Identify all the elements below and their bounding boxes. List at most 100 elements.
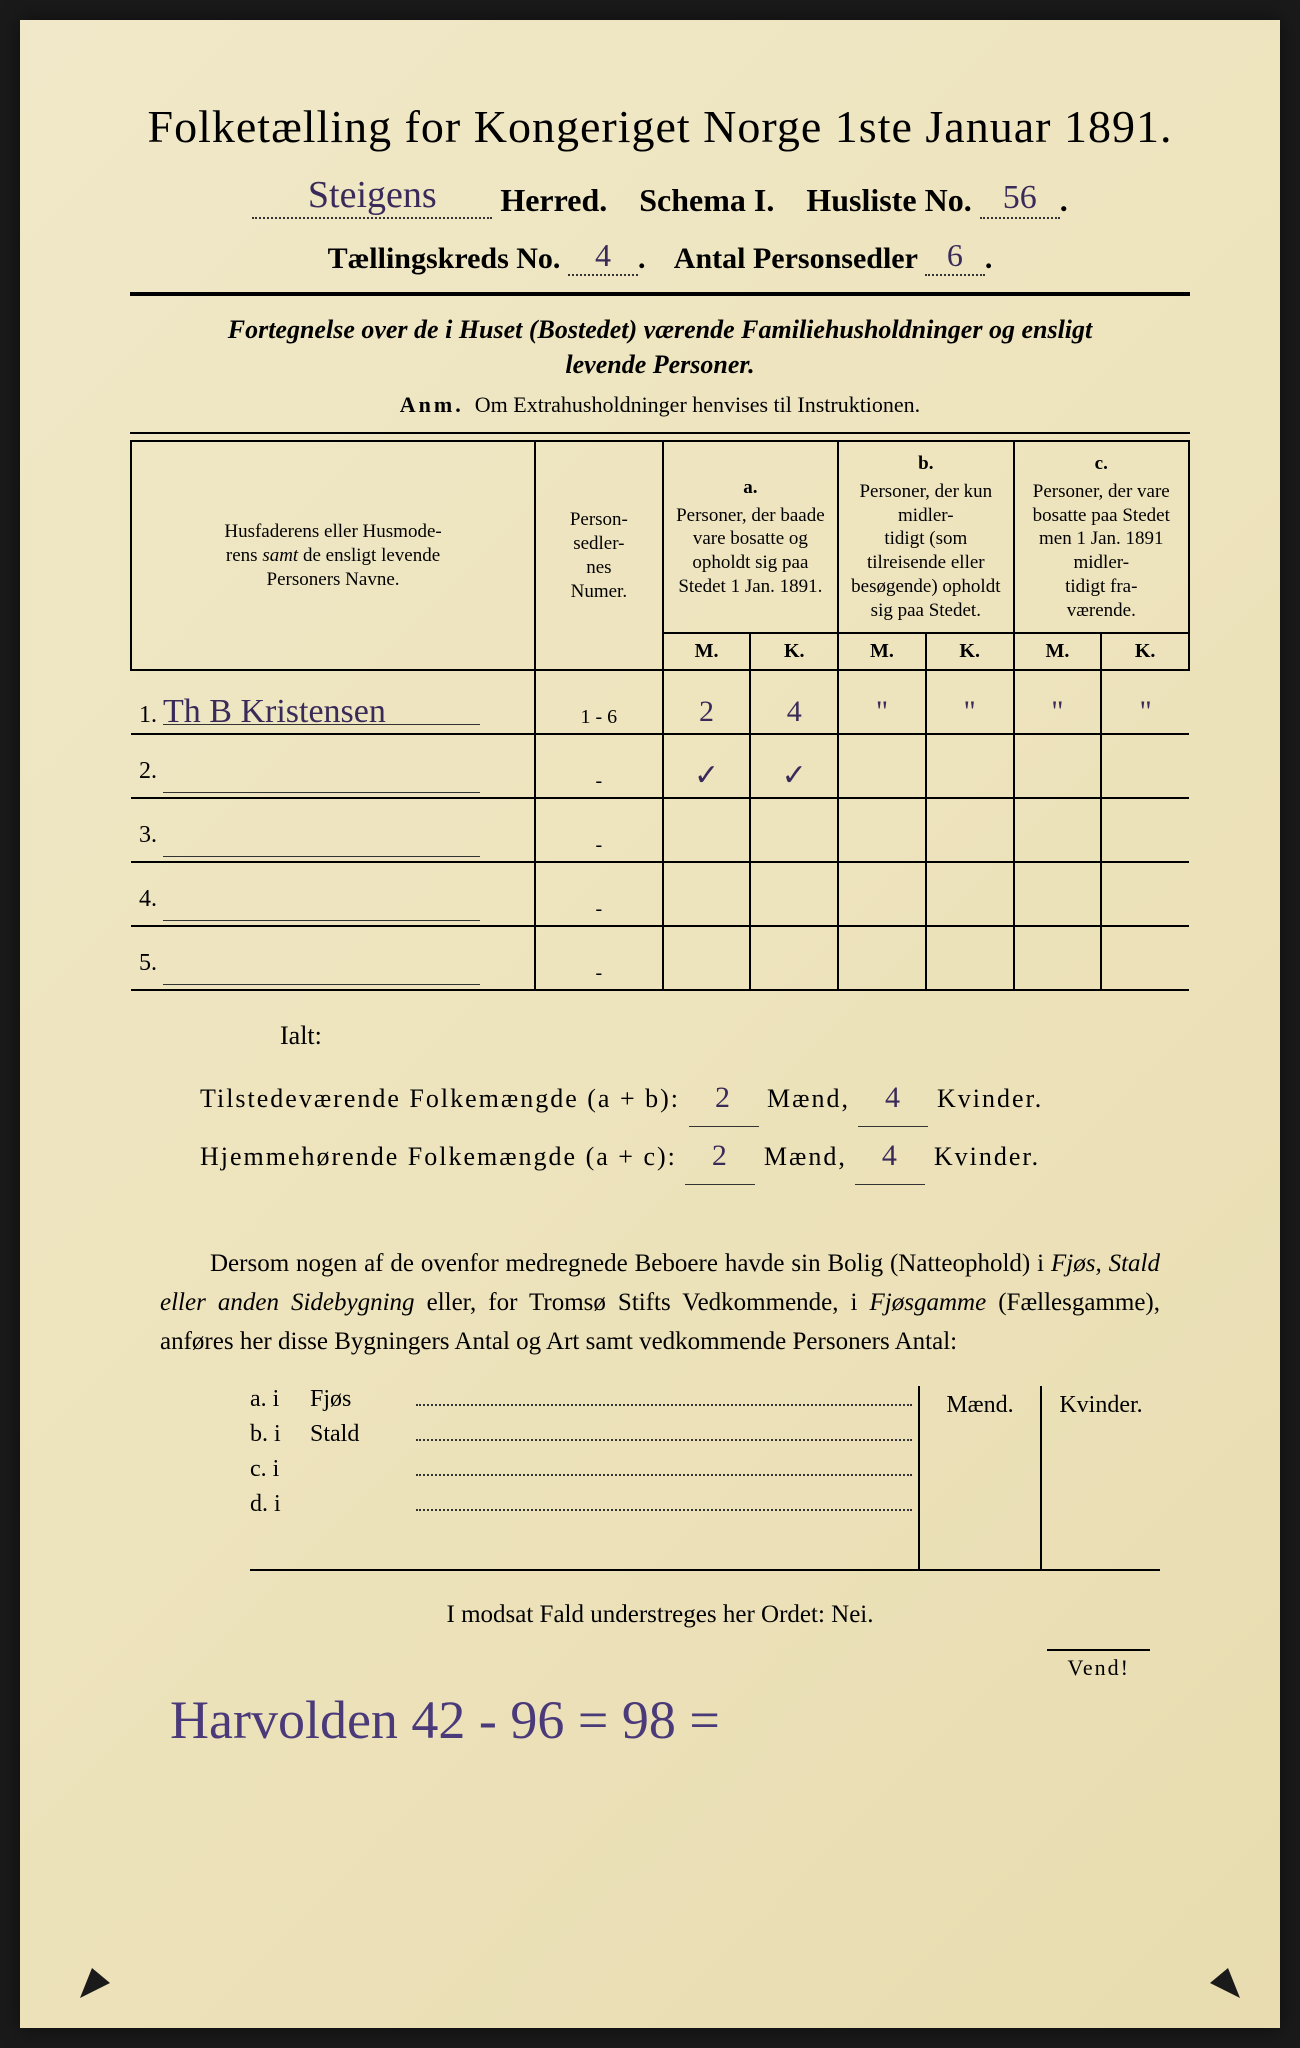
antal-label: Antal Personsedler — [674, 242, 918, 275]
header-line-3: Tællingskreds No. 4 . Antal Personsedler… — [130, 237, 1190, 276]
subtitle-line-2: levende Personer. — [565, 350, 754, 379]
herred-handwriting: Steigens — [308, 173, 437, 217]
th-a: a. Personer, der baade vare bosatte og o… — [663, 441, 838, 633]
th-a-m: M. — [663, 633, 751, 670]
table-row: 2.-✓✓ — [131, 734, 1189, 798]
cell-name: 1.Th B Kristensen — [131, 670, 535, 734]
cell-num: - — [535, 862, 663, 926]
tot2-k: 4 — [882, 1139, 899, 1172]
th-a-k: K. — [750, 633, 838, 670]
cell-a-m: ✓ — [663, 734, 751, 798]
anm-note: Anm. Om Extrahusholdninger henvises til … — [130, 392, 1190, 418]
lodging-header-m: Mænd. — [920, 1386, 1040, 1569]
rule-2 — [130, 432, 1190, 434]
cell-a-m — [663, 926, 751, 990]
kreds-hand: 4 — [595, 237, 611, 274]
lodging-row-type: Fjøs — [310, 1386, 410, 1413]
cell-a-k — [750, 862, 838, 926]
tot-maend-1: Mænd, — [767, 1084, 850, 1113]
page-title: Folketælling for Kongeriget Norge 1ste J… — [130, 100, 1190, 153]
cell-a-k: ✓ — [750, 734, 838, 798]
lodging-paragraph: Dersom nogen af de ovenfor medregnede Be… — [160, 1245, 1160, 1361]
herred-label: Herred. — [500, 182, 607, 218]
tot1-m: 2 — [715, 1081, 732, 1114]
subtitle-line-1: Fortegnelse over de i Huset (Bostedet) v… — [228, 315, 1093, 344]
cell-b-m: " — [838, 670, 926, 734]
cell-c-k — [1101, 734, 1189, 798]
schema-label: Schema I. — [639, 182, 774, 218]
dotted-fill — [416, 1458, 912, 1476]
cell-c-m — [1014, 734, 1102, 798]
cell-name: 5. — [131, 926, 535, 990]
lodging-row: c. i — [250, 1456, 918, 1483]
tot2-m: 2 — [712, 1139, 729, 1172]
table-row: 1.Th B Kristensen1 - 624"""" — [131, 670, 1189, 734]
lodging-row-label: a. i — [250, 1386, 310, 1413]
cell-a-k — [750, 926, 838, 990]
header-line-2: Steigens Herred. Schema I. Husliste No. … — [130, 173, 1190, 219]
cell-b-m — [838, 862, 926, 926]
lodging-row-label: b. i — [250, 1421, 310, 1448]
lodging-block: a. iFjøsb. iStaldc. id. i Mænd. Kvinder. — [200, 1386, 1160, 1571]
cell-b-k — [926, 734, 1014, 798]
th-b-k: K. — [926, 633, 1014, 670]
th-a-label: a. — [670, 476, 831, 500]
cell-a-m: 2 — [663, 670, 751, 734]
cell-c-k: " — [1101, 670, 1189, 734]
totals-block: Tilstedeværende Folkemængde (a + b): 2 M… — [200, 1069, 1190, 1185]
table-row: 5.- — [131, 926, 1189, 990]
tot-maend-2: Mænd, — [764, 1142, 847, 1171]
lodging-row: b. iStald — [250, 1421, 918, 1448]
cell-c-k — [1101, 926, 1189, 990]
dotted-fill — [416, 1493, 912, 1511]
totals-line-2: Hjemmehørende Folkemængde (a + c): 2 Mæn… — [200, 1127, 1190, 1185]
cell-num: 1 - 6 — [535, 670, 663, 734]
cell-name: 4. — [131, 862, 535, 926]
lodging-row: d. i — [250, 1491, 918, 1518]
dotted-fill — [416, 1423, 912, 1441]
lodging-row-type: Stald — [310, 1421, 410, 1448]
cell-num: - — [535, 798, 663, 862]
rule-1 — [130, 292, 1190, 296]
th-b: b. Personer, der kun midler-tidigt (som … — [838, 441, 1013, 633]
th-c-k: K. — [1101, 633, 1189, 670]
census-form-page: Folketælling for Kongeriget Norge 1ste J… — [20, 20, 1280, 2028]
totals-line-1: Tilstedeværende Folkemængde (a + b): 2 M… — [200, 1069, 1190, 1127]
page-tear-left — [80, 1968, 110, 1998]
ialt-label: Ialt: — [280, 1021, 1190, 1051]
cell-b-m — [838, 926, 926, 990]
cell-a-k — [750, 798, 838, 862]
cell-c-m — [1014, 926, 1102, 990]
cell-a-m — [663, 862, 751, 926]
vend-label: Vend! — [1047, 1649, 1150, 1681]
cell-c-k — [1101, 862, 1189, 926]
cell-num: - — [535, 926, 663, 990]
nei-line: I modsat Fald understreges her Ordet: Ne… — [130, 1601, 1190, 1629]
cell-name: 3. — [131, 798, 535, 862]
table-row: 4.- — [131, 862, 1189, 926]
antal-hand: 6 — [947, 237, 963, 274]
dotted-fill — [416, 1388, 912, 1406]
cell-b-k — [926, 798, 1014, 862]
th-c-label: c. — [1021, 452, 1182, 476]
tot1-k: 4 — [885, 1081, 902, 1114]
th-b-m: M. — [838, 633, 926, 670]
tot2-label: Hjemmehørende Folkemængde (a + c): — [200, 1142, 677, 1171]
husliste-hand: 56 — [1003, 179, 1037, 217]
page-tear-right — [1210, 1968, 1240, 1998]
cell-a-k: 4 — [750, 670, 838, 734]
cell-b-k: " — [926, 670, 1014, 734]
cell-c-m: " — [1014, 670, 1102, 734]
cell-b-m — [838, 798, 926, 862]
th-name: Husfaderens eller Husmode-rens samt de e… — [131, 441, 535, 670]
anm-label: Anm. — [400, 392, 464, 417]
lodging-header-k: Kvinder. — [1040, 1386, 1160, 1569]
table-row: 3.- — [131, 798, 1189, 862]
cell-b-k — [926, 926, 1014, 990]
tot-kvinder-2: Kvinder. — [934, 1142, 1040, 1171]
subtitle: Fortegnelse over de i Huset (Bostedet) v… — [130, 312, 1190, 382]
th-c-m: M. — [1014, 633, 1102, 670]
th-c: c. Personer, der vare bosatte paa Stedet… — [1014, 441, 1189, 633]
lodging-row: a. iFjøs — [250, 1386, 918, 1413]
cell-num: - — [535, 734, 663, 798]
